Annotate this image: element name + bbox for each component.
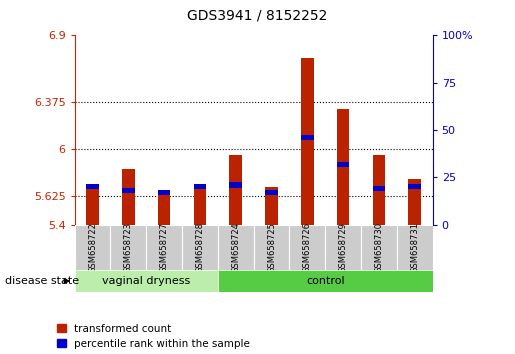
- Bar: [289, 225, 325, 271]
- Bar: [408, 179, 421, 225]
- Bar: [87, 189, 99, 225]
- Text: GSM658722: GSM658722: [88, 222, 97, 273]
- Bar: [218, 225, 253, 271]
- Text: GSM658725: GSM658725: [267, 222, 276, 273]
- Bar: [182, 225, 218, 271]
- Bar: [253, 225, 289, 271]
- Legend: transformed count, percentile rank within the sample: transformed count, percentile rank withi…: [57, 324, 250, 349]
- Bar: [146, 225, 182, 271]
- Text: GSM658728: GSM658728: [196, 222, 204, 273]
- Bar: [194, 184, 206, 225]
- Text: GSM658730: GSM658730: [374, 222, 383, 273]
- Bar: [194, 184, 206, 189]
- Bar: [265, 187, 278, 225]
- Bar: [75, 270, 218, 292]
- Bar: [397, 225, 433, 271]
- Text: GSM658724: GSM658724: [231, 222, 240, 273]
- Bar: [265, 190, 278, 195]
- Bar: [87, 184, 99, 189]
- Bar: [337, 162, 349, 167]
- Bar: [122, 188, 134, 193]
- Text: GDS3941 / 8152252: GDS3941 / 8152252: [187, 9, 328, 23]
- Bar: [301, 58, 314, 225]
- Bar: [373, 186, 385, 191]
- Bar: [122, 169, 134, 225]
- Bar: [218, 270, 433, 292]
- Text: GSM658727: GSM658727: [160, 222, 168, 273]
- Bar: [230, 155, 242, 225]
- Bar: [158, 190, 170, 195]
- Bar: [373, 155, 385, 225]
- Bar: [301, 135, 314, 140]
- Text: GSM658723: GSM658723: [124, 222, 133, 273]
- Text: vaginal dryness: vaginal dryness: [102, 276, 191, 286]
- Bar: [158, 192, 170, 225]
- Bar: [325, 225, 361, 271]
- Text: control: control: [306, 276, 345, 286]
- Bar: [230, 183, 242, 188]
- Bar: [110, 225, 146, 271]
- Text: GSM658729: GSM658729: [339, 222, 348, 273]
- Bar: [361, 225, 397, 271]
- Bar: [408, 184, 421, 189]
- Bar: [75, 225, 110, 271]
- Text: GSM658731: GSM658731: [410, 222, 419, 273]
- Text: disease state: disease state: [5, 276, 79, 286]
- Text: GSM658726: GSM658726: [303, 222, 312, 273]
- Bar: [337, 109, 349, 225]
